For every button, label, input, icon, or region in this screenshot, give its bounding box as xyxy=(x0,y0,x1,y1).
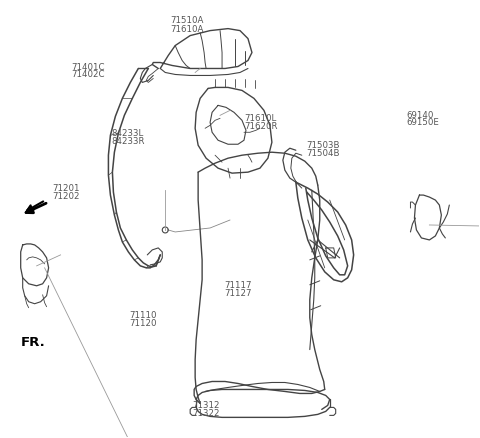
Text: 71110: 71110 xyxy=(129,311,156,321)
Text: 71312: 71312 xyxy=(193,401,220,410)
Text: 71620R: 71620R xyxy=(245,122,278,131)
Text: 71610L: 71610L xyxy=(245,114,277,123)
Text: 69150E: 69150E xyxy=(407,118,439,127)
Text: 71503B: 71503B xyxy=(306,141,339,150)
Text: 71127: 71127 xyxy=(225,289,252,298)
Text: 71610A: 71610A xyxy=(171,25,204,34)
Text: 71504B: 71504B xyxy=(306,149,339,158)
Text: 84233R: 84233R xyxy=(112,137,145,146)
Text: 71117: 71117 xyxy=(225,281,252,290)
Text: 71201: 71201 xyxy=(52,184,80,193)
Text: 71202: 71202 xyxy=(52,192,80,201)
Text: FR.: FR. xyxy=(21,336,46,349)
Text: 71120: 71120 xyxy=(129,319,156,328)
Text: 71401C: 71401C xyxy=(72,63,105,71)
Text: 71322: 71322 xyxy=(193,409,220,418)
Text: 71510A: 71510A xyxy=(171,16,204,25)
Text: 71402C: 71402C xyxy=(72,71,105,79)
Text: 84233L: 84233L xyxy=(112,129,144,138)
Text: 69140: 69140 xyxy=(407,110,434,120)
